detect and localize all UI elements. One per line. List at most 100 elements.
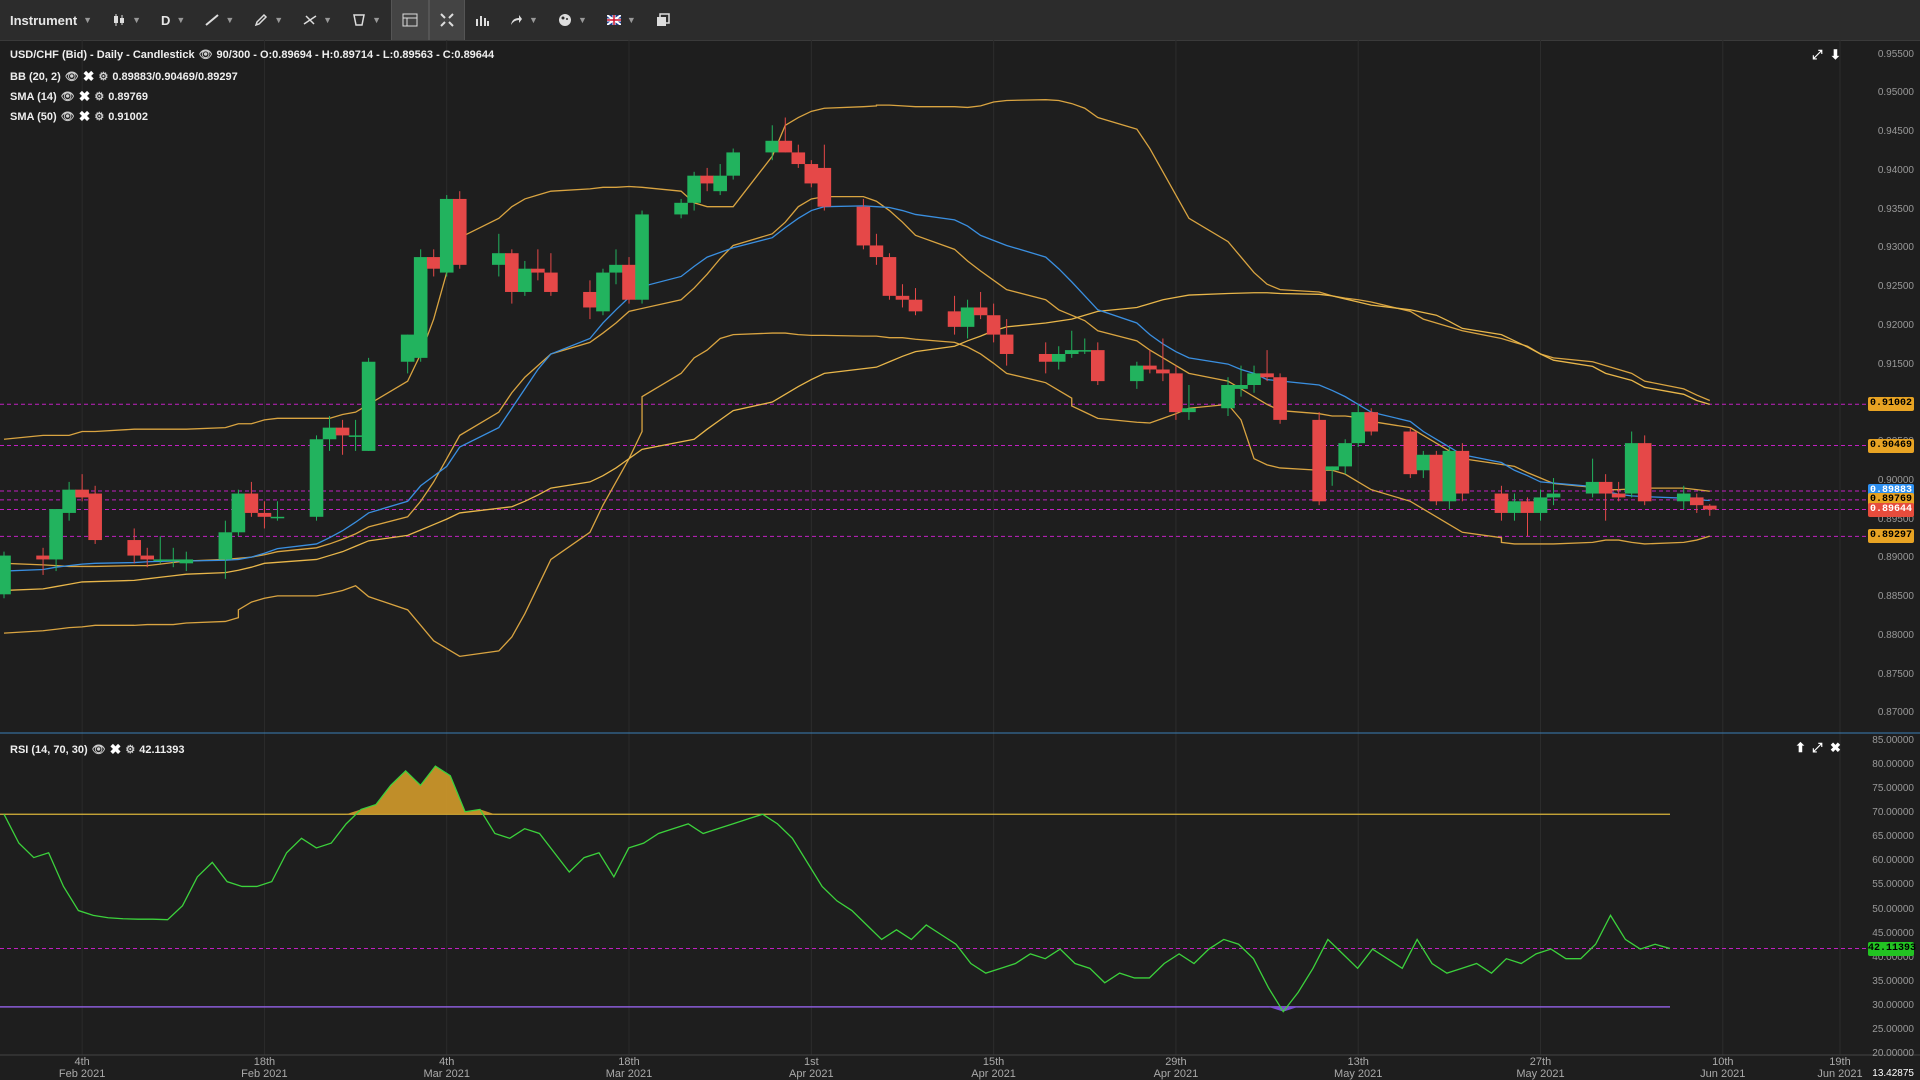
candle-body — [947, 311, 962, 327]
period-dropdown[interactable]: D ▼ — [151, 0, 195, 40]
candle-body — [231, 493, 246, 533]
candle-body — [817, 167, 832, 207]
indicator-lines — [3, 99, 1711, 658]
date-tick-month: Mar 2021 — [423, 1068, 470, 1080]
date-tick-day: 13th — [1347, 1056, 1369, 1068]
price-tick-label: 0.92000 — [1877, 319, 1914, 331]
candle-body — [1077, 350, 1092, 352]
candle-body — [609, 264, 623, 273]
candle-body — [1364, 412, 1379, 432]
language-dropdown[interactable]: ▼ — [597, 0, 646, 40]
gear-icon[interactable]: ⚙ — [94, 91, 105, 103]
price-tag: 0.90469 — [1868, 438, 1914, 453]
pencil-button[interactable]: ▼ — [244, 0, 293, 40]
candle-body — [1143, 365, 1157, 370]
rsi-pane — [0, 765, 1868, 1013]
candle-body — [986, 315, 1001, 335]
close-icon[interactable]: ✖ — [109, 741, 122, 757]
rsi-tick-label: 30.00000 — [1872, 999, 1914, 1011]
popout-button[interactable] — [646, 0, 680, 40]
gear-icon[interactable]: ⚙ — [125, 744, 136, 756]
candle-body — [49, 509, 63, 560]
arrow-down-icon[interactable]: ⬇ — [1830, 47, 1841, 62]
price-tick-label: 0.87500 — [1877, 668, 1914, 680]
eye-icon[interactable]: 👁 — [91, 744, 106, 756]
rsi-tick-label: 45.00000 — [1872, 927, 1914, 939]
candle-body — [413, 257, 428, 358]
candle-body — [166, 559, 181, 561]
tools-button[interactable]: ▼ — [293, 0, 342, 40]
candle-body — [1247, 373, 1261, 385]
close-icon[interactable]: ✖ — [1830, 740, 1841, 755]
candle-body — [999, 334, 1014, 354]
draw-line-button[interactable]: ▼ — [195, 0, 244, 40]
close-icon[interactable]: ✖ — [78, 108, 91, 124]
date-tick-day: 29th — [1165, 1056, 1187, 1068]
eye-icon[interactable]: 👁 — [60, 111, 75, 123]
candle-body — [439, 198, 454, 273]
chevron-down-icon: ▼ — [577, 15, 587, 25]
fullscreen-icon — [440, 13, 454, 27]
instrument-dropdown[interactable]: Instrument ▼ — [0, 0, 102, 40]
candle-body — [270, 516, 285, 519]
candle-body — [1702, 505, 1717, 510]
candle-body — [713, 175, 727, 192]
candle-body — [257, 512, 272, 517]
draw-line-icon — [205, 14, 219, 26]
close-icon[interactable]: ✖ — [78, 88, 91, 104]
candle-body — [1637, 443, 1652, 502]
date-tick-label: 18th Feb 2021 — [229, 1056, 299, 1080]
candle-body — [244, 493, 259, 513]
shapes-button[interactable]: ▼ — [342, 0, 391, 40]
candle-body — [1156, 369, 1170, 374]
maximize-icon[interactable]: ⤢ — [1812, 47, 1823, 62]
candles — [0, 117, 1717, 599]
rsi-tick-label: 65.00000 — [1872, 831, 1914, 843]
candle-body — [88, 493, 102, 541]
candle-body — [1130, 365, 1144, 382]
candle-body — [1546, 493, 1561, 498]
arrow-up-icon[interactable]: ⬆ — [1795, 740, 1806, 755]
chevron-down-icon: ▼ — [626, 15, 636, 25]
legend-sma50: SMA (50) 👁 ✖ ⚙ 0.91002 — [10, 108, 148, 125]
grid-layout-button[interactable] — [391, 0, 430, 40]
candle-body — [1064, 350, 1079, 354]
chevron-down-icon: ▼ — [274, 15, 284, 25]
candle-body — [400, 334, 415, 362]
eye-icon[interactable]: 👁 — [198, 49, 213, 61]
chevron-down-icon: ▼ — [372, 15, 382, 25]
bb-lower-line — [3, 332, 1710, 658]
maximize-icon[interactable]: ⤢ — [1812, 740, 1823, 755]
price-tick-label: 0.94000 — [1877, 164, 1914, 176]
candle-body — [1624, 443, 1639, 494]
rsi-tick-label: 70.00000 — [1872, 807, 1914, 819]
price-tick-label: 0.95500 — [1877, 48, 1914, 60]
candle-body — [1676, 493, 1691, 502]
chevron-down-icon: ▼ — [225, 15, 235, 25]
price-tick-label: 0.91500 — [1877, 358, 1914, 370]
candle-type-button[interactable]: ▼ — [102, 0, 151, 40]
legend-main-name: USD/CHF (Bid) - Daily - Candlestick — [10, 48, 195, 61]
price-tick-label: 0.93500 — [1877, 203, 1914, 215]
candle-body — [908, 299, 923, 312]
share-button[interactable]: ▼ — [499, 0, 548, 40]
candle-body — [1455, 450, 1470, 494]
candle-body — [492, 253, 506, 265]
date-tick-day: 15th — [982, 1056, 1005, 1068]
eye-icon[interactable]: 👁 — [64, 71, 79, 83]
gear-icon[interactable]: ⚙ — [98, 71, 109, 83]
eye-icon[interactable]: 👁 — [60, 91, 75, 103]
date-tick-month: Apr 2021 — [788, 1068, 834, 1080]
fullscreen-button[interactable] — [429, 0, 466, 40]
close-icon[interactable]: ✖ — [82, 68, 95, 84]
candle-body — [687, 175, 701, 203]
candle-body — [856, 206, 871, 246]
gear-icon[interactable]: ⚙ — [94, 111, 105, 123]
indicators-button[interactable] — [465, 0, 499, 40]
theme-button[interactable]: ▼ — [548, 0, 597, 40]
date-tick-month: Feb 2021 — [58, 1068, 106, 1080]
horizontal-levels — [0, 403, 1868, 537]
candle-body — [0, 555, 11, 595]
chart-canvas[interactable] — [0, 40, 1920, 1080]
candle-body — [960, 307, 975, 327]
